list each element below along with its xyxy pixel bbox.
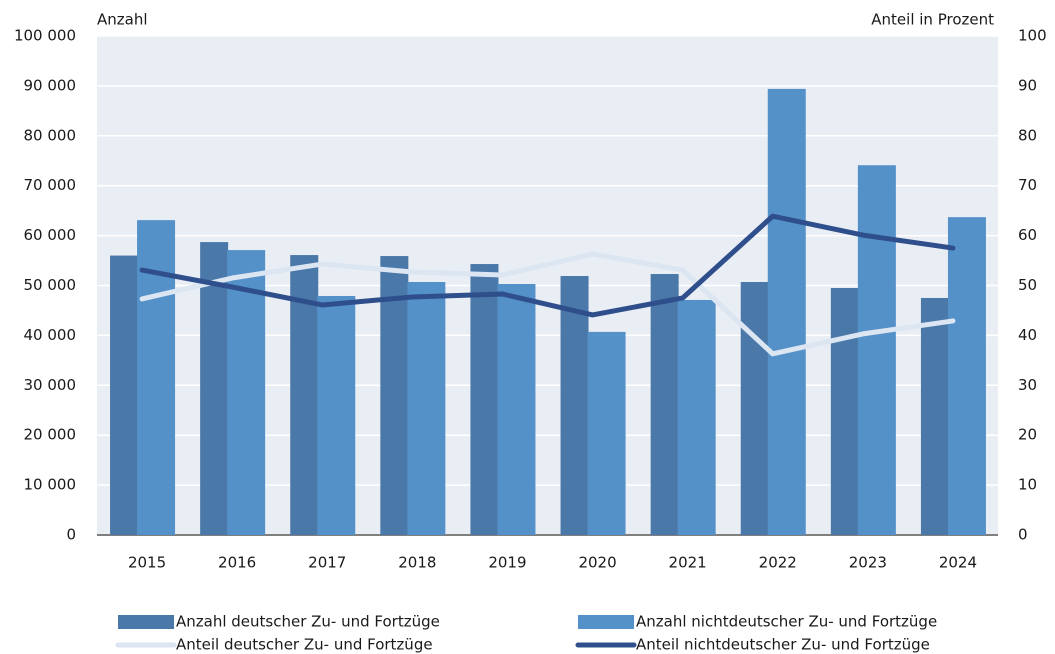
y2-tick-label: 20 <box>1018 426 1037 444</box>
bar <box>587 331 626 535</box>
bar <box>857 165 896 535</box>
y2-axis-label: Anteil in Prozent <box>871 11 994 29</box>
y-tick-label: 0 <box>66 526 76 544</box>
bar <box>407 282 446 535</box>
legend-swatch <box>578 615 634 629</box>
y-tick-label: 20 000 <box>24 426 77 444</box>
x-tick-label: 2016 <box>218 554 256 572</box>
y-tick-label: 100 000 <box>14 27 76 45</box>
bar <box>740 282 769 535</box>
y2-tick-label: 0 <box>1018 526 1028 544</box>
bar <box>767 88 806 536</box>
legend-label: Anteil nichtdeutscher Zu- und Fortzüge <box>636 636 930 654</box>
bar <box>947 217 986 535</box>
x-tick-label: 2024 <box>939 554 977 572</box>
y2-tick-label: 40 <box>1018 326 1037 344</box>
x-tick-label: 2023 <box>849 554 887 572</box>
bar <box>137 220 176 536</box>
legend-label: Anzahl nichtdeutscher Zu- und Fortzüge <box>636 613 937 631</box>
x-tick-label: 2017 <box>308 554 346 572</box>
bar <box>560 276 589 535</box>
y2-tick-label: 30 <box>1018 376 1037 394</box>
x-tick-label: 2015 <box>128 554 166 572</box>
bar <box>200 242 229 535</box>
y2-tick-label: 90 <box>1018 76 1037 94</box>
y-axis-label: Anzahl <box>97 11 148 29</box>
bar <box>677 299 716 535</box>
y-tick-label: 60 000 <box>24 226 77 244</box>
y2-tick-label: 10 <box>1018 476 1037 494</box>
bar <box>380 256 409 535</box>
y2-tick-label: 80 <box>1018 126 1037 144</box>
legend-swatch <box>118 615 174 629</box>
bar <box>920 297 949 535</box>
x-tick-label: 2019 <box>488 554 526 572</box>
x-tick-label: 2020 <box>578 554 616 572</box>
y2-tick-label: 100 <box>1018 27 1047 45</box>
y2-tick-label: 50 <box>1018 276 1037 294</box>
y-tick-label: 80 000 <box>24 126 77 144</box>
bar <box>497 284 536 535</box>
bar <box>317 295 356 535</box>
y-tick-label: 90 000 <box>24 76 77 94</box>
bar <box>830 287 859 535</box>
line <box>139 251 956 357</box>
y2-tick-label: 70 <box>1018 176 1037 194</box>
y-tick-label: 50 000 <box>24 276 77 294</box>
y-tick-label: 30 000 <box>24 376 77 394</box>
y2-tick-label: 60 <box>1018 226 1037 244</box>
line <box>139 213 956 318</box>
legend-label: Anteil deutscher Zu- und Fortzüge <box>176 636 433 654</box>
bar <box>227 250 266 536</box>
bar <box>650 274 679 535</box>
legend-label: Anzahl deutscher Zu- und Fortzüge <box>176 613 440 631</box>
y-tick-label: 70 000 <box>24 176 77 194</box>
bar <box>110 255 139 535</box>
x-tick-label: 2021 <box>669 554 707 572</box>
y-tick-label: 10 000 <box>24 476 77 494</box>
x-tick-label: 2018 <box>398 554 436 572</box>
x-tick-label: 2022 <box>759 554 797 572</box>
y-tick-label: 40 000 <box>24 326 77 344</box>
bar <box>470 264 499 535</box>
